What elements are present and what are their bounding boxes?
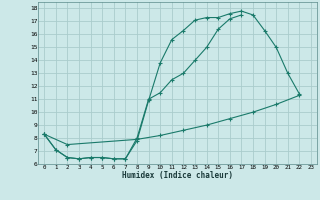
X-axis label: Humidex (Indice chaleur): Humidex (Indice chaleur) [122, 171, 233, 180]
